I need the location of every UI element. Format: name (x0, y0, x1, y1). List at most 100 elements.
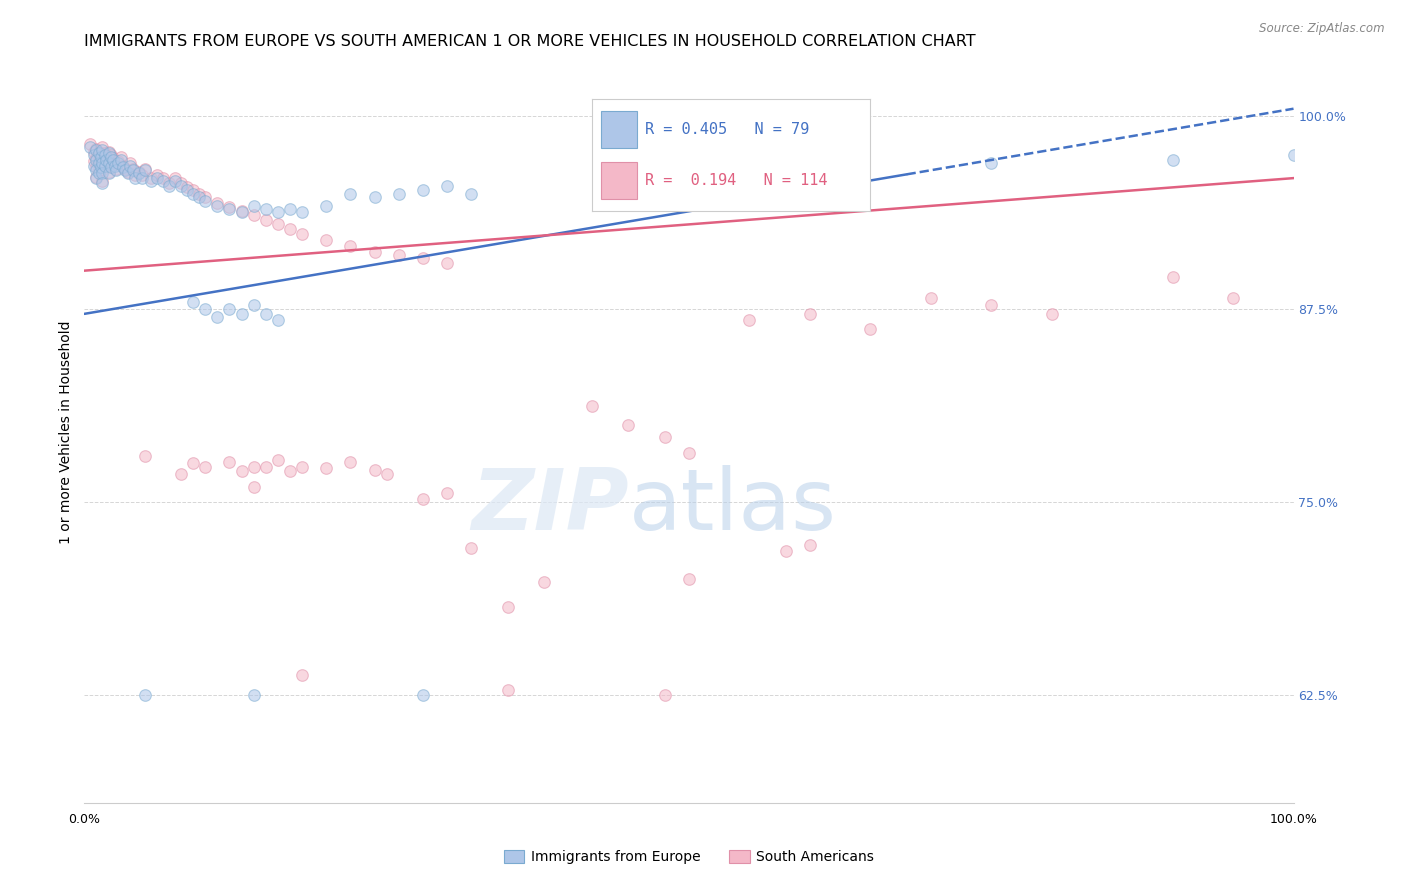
Point (112, 159, 135, 173)
Point (388, 186, 411, 201)
Point (1040, 307, 1063, 321)
Point (181, 186, 204, 201)
Point (412, 252, 434, 266)
Point (83, 148, 105, 162)
Point (176, 180, 198, 194)
Point (678, 445, 700, 459)
Point (242, 480, 264, 494)
Point (117, 166, 139, 180)
Point (86, 161, 108, 175)
Point (291, 205, 314, 219)
Point (94, 159, 117, 173)
Point (181, 294, 204, 309)
Point (254, 212, 277, 227)
Point (654, 688, 676, 702)
Point (128, 165, 150, 179)
Point (114, 163, 136, 178)
Point (104, 159, 127, 173)
Point (339, 239, 361, 253)
Point (242, 688, 264, 702)
Point (181, 457, 204, 471)
Point (799, 171, 821, 186)
Point (194, 302, 217, 317)
Point (94, 151, 117, 165)
Point (110, 149, 132, 163)
Point (100, 161, 122, 175)
Point (363, 189, 385, 203)
Point (859, 322, 882, 336)
Point (104, 161, 127, 176)
Point (91, 140, 114, 154)
Point (91, 174, 114, 188)
Point (124, 171, 146, 186)
Point (496, 683, 519, 698)
Point (114, 161, 136, 176)
Point (291, 667, 314, 681)
Point (146, 168, 169, 182)
Point (100, 148, 122, 162)
Point (170, 467, 193, 482)
Point (103, 151, 125, 165)
Point (207, 195, 229, 210)
Point (315, 233, 337, 247)
Point (131, 171, 153, 186)
Point (90, 149, 112, 163)
Point (738, 313, 761, 327)
Point (254, 459, 277, 474)
Point (87, 154, 110, 169)
Point (146, 171, 169, 186)
Point (188, 186, 211, 201)
Point (218, 455, 240, 469)
Point (165, 171, 187, 186)
Point (460, 186, 482, 201)
Point (134, 163, 156, 178)
Point (207, 310, 229, 324)
Point (121, 163, 143, 178)
Point (533, 811, 555, 825)
Point (267, 205, 290, 219)
Point (91, 155, 114, 169)
Y-axis label: 1 or more Vehicles in Household: 1 or more Vehicles in Household (59, 321, 73, 544)
Point (231, 203, 253, 218)
Point (91, 144, 114, 158)
Point (218, 201, 240, 215)
Point (152, 174, 174, 188)
Point (91, 176, 114, 190)
Point (460, 541, 482, 556)
Point (87, 163, 110, 178)
Point (97, 165, 120, 179)
Point (94, 155, 117, 169)
Point (181, 184, 204, 198)
Point (231, 307, 253, 321)
Point (496, 599, 519, 614)
Point (799, 538, 821, 552)
Point (581, 400, 603, 414)
Point (775, 544, 797, 558)
Point (90, 161, 112, 175)
Point (363, 245, 385, 260)
Point (87, 145, 110, 159)
Point (134, 161, 156, 176)
Point (375, 467, 398, 482)
Point (920, 292, 942, 306)
Point (139, 171, 162, 186)
Point (654, 430, 676, 444)
Point (117, 165, 139, 179)
Text: IMMIGRANTS FROM EUROPE VS SOUTH AMERICAN 1 OR MORE VEHICLES IN HOUSEHOLD CORRELA: IMMIGRANTS FROM EUROPE VS SOUTH AMERICAN… (84, 34, 976, 49)
Point (436, 485, 458, 500)
Point (94, 146, 117, 161)
Point (980, 297, 1002, 311)
Point (87, 155, 110, 169)
Point (86, 142, 108, 156)
Point (86, 171, 108, 186)
Point (231, 205, 253, 219)
Point (128, 166, 150, 180)
Point (91, 163, 114, 178)
Point (97, 154, 120, 169)
Point (267, 453, 290, 467)
Point (980, 155, 1002, 169)
Point (97, 155, 120, 169)
Point (107, 154, 129, 169)
Point (339, 455, 361, 469)
Point (363, 462, 385, 476)
